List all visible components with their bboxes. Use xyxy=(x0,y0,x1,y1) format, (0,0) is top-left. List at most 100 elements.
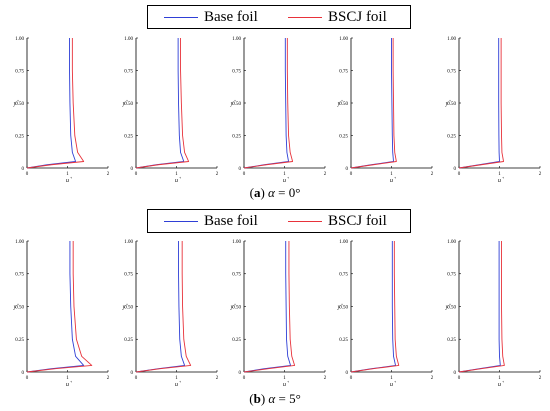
caption-text: = 5° xyxy=(275,391,301,406)
x-axis-label-sup: + xyxy=(179,380,181,384)
y-tick-label: 0.25 xyxy=(339,134,348,139)
x-axis-label-sup: + xyxy=(70,380,72,384)
y-tick-label: 0 xyxy=(131,167,134,172)
x-tick-label: 0 xyxy=(350,172,353,177)
caption-text: = 0° xyxy=(274,185,301,200)
x-tick-label: 2 xyxy=(431,172,434,177)
y-tick-label: 0.75 xyxy=(232,273,241,278)
series-line-bscj-foil xyxy=(458,38,504,169)
series-line-base-foil xyxy=(243,241,292,373)
y-axis-label: y xyxy=(13,305,17,311)
x-axis-label: u xyxy=(283,178,286,184)
y-axis-label: y xyxy=(230,305,234,311)
y-tick-label: 0.25 xyxy=(447,134,456,139)
y-tick-label: 0 xyxy=(239,167,242,172)
y-tick-label: 1.00 xyxy=(339,240,348,245)
y-tick-label: 0.50 xyxy=(339,102,348,107)
x-tick-label: 1 xyxy=(390,376,393,381)
y-tick-label: 0.50 xyxy=(124,102,133,107)
y-tick-label: 0 xyxy=(454,167,457,172)
legend-entry-base: Base foil xyxy=(164,212,258,230)
x-axis-label: u xyxy=(175,178,178,184)
x-axis-label-sup: + xyxy=(502,176,504,180)
y-tick-label: 1.00 xyxy=(15,240,24,245)
series-line-bscj-foil xyxy=(350,241,400,373)
y-tick-label: 0 xyxy=(22,371,25,376)
y-tick-label: 0.25 xyxy=(124,338,133,343)
y-tick-label: 0.50 xyxy=(339,305,348,310)
y-tick-label: 1.00 xyxy=(447,240,456,245)
y-tick-label: 0.25 xyxy=(232,338,241,343)
x-tick-label: 2 xyxy=(431,376,434,381)
x-tick-label: 1 xyxy=(175,172,178,177)
x-tick-label: 1 xyxy=(66,172,69,177)
y-tick-label: 0 xyxy=(131,371,134,376)
y-axis-label: y xyxy=(445,101,449,107)
series-line-base-foil xyxy=(243,38,289,169)
series-line-base-foil xyxy=(458,241,501,373)
y-tick-label: 0.25 xyxy=(339,338,348,343)
caption-tag: a xyxy=(253,185,261,200)
x-tick-label: 0 xyxy=(458,376,461,381)
y-axis-label: y xyxy=(337,101,341,107)
series-line-base-foil xyxy=(350,241,396,373)
series-line-base-foil xyxy=(350,38,394,169)
x-tick-label: 1 xyxy=(390,172,393,177)
y-tick-label: 1.00 xyxy=(124,37,133,42)
x-tick-label: 0 xyxy=(26,172,29,177)
series-line-bscj-foil xyxy=(135,241,192,373)
y-tick-label: 0.50 xyxy=(447,102,456,107)
series-line-bscj-foil xyxy=(243,241,296,373)
x-tick-label: 2 xyxy=(107,376,110,381)
x-axis-label-sup: + xyxy=(287,176,289,180)
x-tick-label: 2 xyxy=(107,172,110,177)
y-tick-label: 0.75 xyxy=(15,69,24,74)
series-line-bscj-foil xyxy=(350,38,397,169)
y-tick-label: 0.50 xyxy=(232,102,241,107)
x-axis-label: u xyxy=(390,178,393,184)
y-tick-label: 0.25 xyxy=(15,134,24,139)
series-line-bscj-foil xyxy=(26,241,93,373)
legend-label-base: Base foil xyxy=(204,8,258,25)
x-axis-label: u xyxy=(390,382,393,388)
y-tick-label: 0.50 xyxy=(15,305,24,310)
caption-alpha: α xyxy=(268,185,275,200)
caption-a: (a) α = 0° xyxy=(249,185,301,200)
series-line-bscj-foil xyxy=(135,38,190,169)
x-tick-label: 2 xyxy=(324,172,327,177)
x-tick-label: 2 xyxy=(539,376,542,381)
x-tick-label: 1 xyxy=(283,172,286,177)
y-axis-label: y xyxy=(122,101,126,107)
y-tick-label: 0.75 xyxy=(339,273,348,278)
legend-label-bscj: BSCJ foil xyxy=(328,8,387,25)
x-tick-label: 0 xyxy=(26,376,29,381)
y-axis-label-sup: + xyxy=(17,303,19,307)
legend-swatch-bscj xyxy=(288,220,322,222)
y-axis-label-sup: + xyxy=(341,99,343,103)
legend-bottom: Base foil BSCJ foil xyxy=(147,209,411,233)
y-tick-label: 0.50 xyxy=(232,305,241,310)
caption-b: (b) α = 5° xyxy=(249,391,301,406)
x-axis-label: u xyxy=(283,382,286,388)
legend-swatch-base xyxy=(164,220,198,222)
x-tick-label: 2 xyxy=(324,376,327,381)
y-axis-label-sup: + xyxy=(126,303,128,307)
series-line-base-foil xyxy=(26,241,85,373)
x-axis-label-sup: + xyxy=(70,176,72,180)
series-line-base-foil xyxy=(135,38,185,169)
y-axis-label: y xyxy=(230,101,234,107)
y-tick-label: 0.25 xyxy=(15,338,24,343)
y-tick-label: 0.75 xyxy=(124,69,133,74)
x-axis-label-sup: + xyxy=(394,380,396,384)
y-tick-label: 0 xyxy=(454,371,457,376)
series-line-base-foil xyxy=(26,38,77,169)
caption-alpha: α xyxy=(268,391,276,406)
x-tick-label: 0 xyxy=(135,376,138,381)
y-tick-label: 1.00 xyxy=(124,240,133,245)
x-tick-label: 2 xyxy=(216,376,219,381)
series-line-bscj-foil xyxy=(243,38,294,169)
y-tick-label: 0.50 xyxy=(447,305,456,310)
x-axis-label: u xyxy=(66,178,69,184)
y-axis-label-sup: + xyxy=(341,303,343,307)
